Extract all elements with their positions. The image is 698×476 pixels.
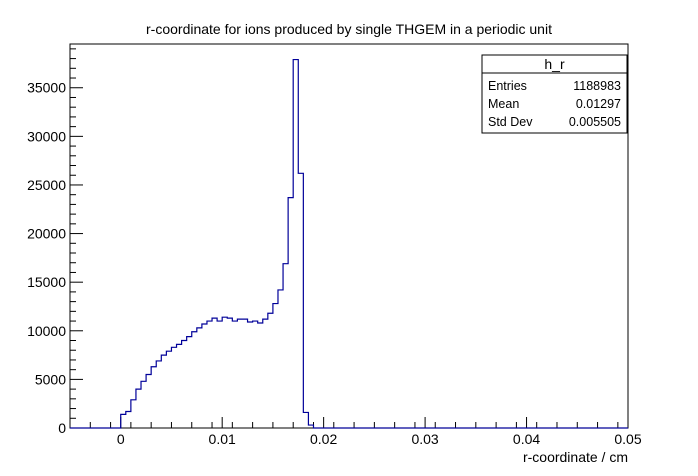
x-tick-label: 0.02 (310, 431, 337, 447)
x-axis-label: r-coordinate / cm (523, 449, 628, 465)
histogram-bin (288, 198, 293, 428)
y-tick-label: 0 (58, 420, 66, 436)
histogram-bin (197, 328, 202, 428)
stats-box: h_r Entries 1188983 Mean 0.01297 Std Dev… (481, 54, 628, 134)
histogram-bin (202, 324, 207, 428)
x-tick-label: 0.03 (411, 431, 438, 447)
x-tick-label: 0 (117, 431, 125, 447)
histogram-series (70, 58, 628, 429)
histogram-bin (222, 317, 227, 428)
histogram-bin (187, 337, 192, 428)
histogram-bin (232, 321, 237, 428)
x-tick-label: 0.04 (513, 431, 540, 447)
histogram-bin (182, 341, 187, 428)
x-tick-label: 0.01 (209, 431, 236, 447)
histogram-bin (248, 322, 253, 428)
histogram-bin (237, 319, 242, 428)
histogram-bin (192, 332, 197, 428)
histogram-bin (131, 400, 136, 428)
histogram-bin (298, 173, 303, 428)
histogram-bin (156, 361, 161, 428)
histogram-bin (227, 318, 232, 428)
y-tick-label: 25000 (27, 177, 66, 193)
histogram-bin (161, 355, 166, 428)
stats-box-title: h_r (544, 56, 565, 72)
histogram-bin (268, 313, 273, 428)
histogram-bin (253, 321, 258, 428)
histogram-bin (303, 412, 308, 428)
histogram-bin (136, 389, 141, 428)
x-axis-ticks: 0 0.01 0.02 0.03 0.04 0.05 (69, 417, 642, 447)
histogram-bin (121, 414, 126, 428)
histogram-bin (273, 304, 278, 428)
histogram-bin (283, 264, 288, 428)
stats-entries-label: Entries (488, 79, 527, 93)
histogram-bin (308, 425, 313, 428)
x-tick-label: 0.05 (614, 431, 641, 447)
histogram-bin (141, 381, 146, 428)
histogram-bin (258, 323, 263, 428)
y-tick-label: 10000 (27, 323, 66, 339)
chart-title: r-coordinate for ions produced by single… (146, 21, 552, 37)
stats-mean-label: Mean (488, 97, 519, 111)
y-tick-label: 35000 (27, 80, 66, 96)
histogram-bin (242, 319, 247, 428)
histogram-bin (263, 319, 268, 428)
histogram-bin (293, 60, 298, 428)
histogram-bin (126, 411, 131, 428)
histogram-bin (151, 367, 156, 428)
stats-box-frame (481, 54, 628, 134)
histogram-bins (121, 60, 314, 428)
histogram-bin (278, 290, 283, 428)
histogram-bin (146, 375, 151, 428)
stats-stddev-value: 0.005505 (569, 115, 621, 129)
histogram-bin (166, 351, 171, 428)
stats-mean-value: 0.01297 (576, 97, 621, 111)
histogram-bin (217, 321, 222, 428)
y-tick-label: 30000 (27, 128, 66, 144)
histogram-bin (207, 321, 212, 428)
y-tick-label: 20000 (27, 226, 66, 242)
histogram-bin (177, 344, 182, 428)
stats-entries-value: 1188983 (573, 79, 621, 93)
histogram-bin (212, 318, 217, 428)
histogram-bin (171, 347, 176, 428)
y-axis-ticks: 0 5000 10000 15000 20000 25000 30000 35000 (27, 48, 83, 436)
stats-stddev-label: Std Dev (488, 115, 533, 129)
y-tick-label: 5000 (35, 371, 66, 387)
y-tick-label: 15000 (27, 274, 66, 290)
